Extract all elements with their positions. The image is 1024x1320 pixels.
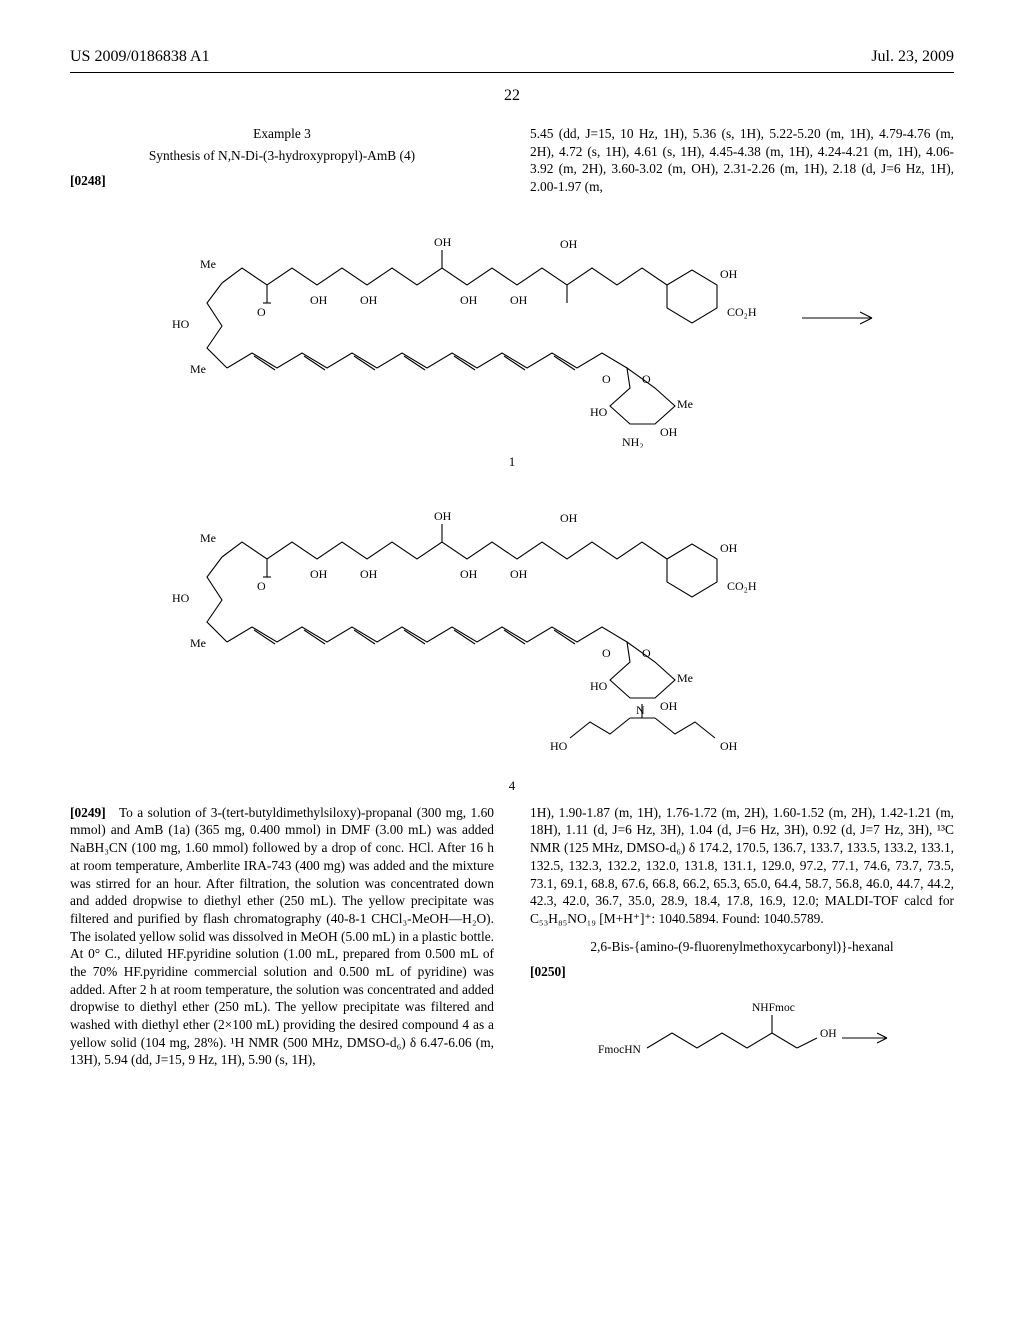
label-oh-4: OH — [460, 293, 478, 307]
label4-ho-3: HO — [550, 739, 568, 753]
top-left-col: Example 3 Synthesis of N,N-Di-(3-hydroxy… — [70, 125, 494, 196]
para-num-0248: [0248] — [70, 173, 106, 188]
label-me-2: Me — [190, 362, 206, 376]
structure-4-svg: Me HO Me OH O OH OH OH OH OH OH CO₂H HO … — [132, 482, 892, 772]
header: US 2009/0186838 A1 Jul. 23, 2009 — [70, 48, 954, 66]
label4-o-3: O — [642, 646, 651, 660]
bottom-columns: [0249] To a solution of 3-(tert-butyldim… — [70, 804, 954, 1081]
para-num-0250: [0250] — [530, 964, 566, 979]
structure-1-block: Me HO Me OH O OH OH OH OH OH OH CO₂H HO … — [70, 208, 954, 470]
label4-co2h: CO₂H — [727, 579, 757, 593]
label-o-1: O — [257, 305, 266, 319]
label-o-3: O — [642, 372, 651, 386]
label-co2h: CO₂H — [727, 305, 757, 319]
label4-oh-4: OH — [460, 567, 478, 581]
label-oh-6: OH — [560, 237, 578, 251]
label-ho-1: HO — [172, 317, 190, 331]
label4-oh-2: OH — [310, 567, 328, 581]
para-num-0249: [0249] — [70, 805, 106, 820]
label-me-3: Me — [677, 397, 693, 411]
label-nhfmoc: NHFmoc — [752, 1002, 795, 1014]
label-nh2: NH₂ — [622, 435, 644, 448]
para-0248: [0248] — [70, 172, 494, 190]
structure-4-block: Me HO Me OH O OH OH OH OH OH OH CO₂H HO … — [70, 482, 954, 794]
nmr-continuation-bottom: 1H), 1.90-1.87 (m, 1H), 1.76-1.72 (m, 2H… — [530, 804, 954, 928]
compound-4-number: 4 — [70, 778, 954, 794]
page-number: 22 — [70, 87, 954, 105]
compound-2-title: 2,6-Bis-{amino-(9-fluorenylmethoxycarbon… — [530, 938, 954, 956]
label4-o-1: O — [257, 579, 266, 593]
label4-oh-7: OH — [720, 541, 738, 555]
nmr-continuation-top: 5.45 (dd, J=15, 10 Hz, 1H), 5.36 (s, 1H)… — [530, 126, 954, 194]
top-right-col: 5.45 (dd, J=15, 10 Hz, 1H), 5.36 (s, 1H)… — [530, 125, 954, 196]
label-ho-2: HO — [590, 405, 608, 419]
example-title: Synthesis of N,N-Di-(3-hydroxypropyl)-Am… — [70, 147, 494, 165]
example-label: Example 3 — [70, 125, 494, 143]
patent-number: US 2009/0186838 A1 — [70, 48, 210, 66]
page-container: US 2009/0186838 A1 Jul. 23, 2009 22 Exam… — [0, 0, 1024, 1320]
label-o-2: O — [602, 372, 611, 386]
compound-1-number: 1 — [70, 454, 954, 470]
hexanal-svg: FmocHN NHFmoc OH — [592, 993, 892, 1073]
label4-me-2: Me — [190, 636, 206, 650]
label4-oh-end: OH — [720, 739, 738, 753]
label-oh-5: OH — [510, 293, 528, 307]
label-fmochn: FmocHN — [598, 1044, 642, 1056]
label4-oh-1: OH — [434, 509, 452, 523]
label4-oh-3: OH — [360, 567, 378, 581]
label-oh-7: OH — [720, 267, 738, 281]
hexanal-structure-block: FmocHN NHFmoc OH — [530, 993, 954, 1073]
structure-1-svg: Me HO Me OH O OH OH OH OH OH OH CO₂H HO … — [132, 208, 892, 448]
label4-me-3: Me — [677, 671, 693, 685]
label-oh-8: OH — [660, 425, 678, 439]
label4-oh-6: OH — [560, 511, 578, 525]
bottom-right-col: 1H), 1.90-1.87 (m, 1H), 1.76-1.72 (m, 2H… — [530, 804, 954, 1081]
label-oh-2: OH — [310, 293, 328, 307]
para-0250: [0250] — [530, 963, 954, 981]
publication-date: Jul. 23, 2009 — [871, 48, 954, 66]
label4-oh-8: OH — [660, 699, 678, 713]
label4-n: N — [636, 703, 645, 717]
para-0249-text: To a solution of 3-(tert-butyldimethylsi… — [70, 805, 494, 1068]
label-me-1: Me — [200, 257, 216, 271]
label4-o-2: O — [602, 646, 611, 660]
para-0249: [0249] To a solution of 3-(tert-butyldim… — [70, 804, 494, 1069]
label-oh-1: OH — [434, 235, 452, 249]
label-oh-3: OH — [360, 293, 378, 307]
label4-me-1: Me — [200, 531, 216, 545]
label4-oh-5: OH — [510, 567, 528, 581]
top-columns: Example 3 Synthesis of N,N-Di-(3-hydroxy… — [70, 125, 954, 196]
header-rule — [70, 72, 954, 73]
label4-ho-2: HO — [590, 679, 608, 693]
label-hexanal-oh: OH — [820, 1028, 837, 1040]
label4-ho-1: HO — [172, 591, 190, 605]
bottom-left-col: [0249] To a solution of 3-(tert-butyldim… — [70, 804, 494, 1081]
